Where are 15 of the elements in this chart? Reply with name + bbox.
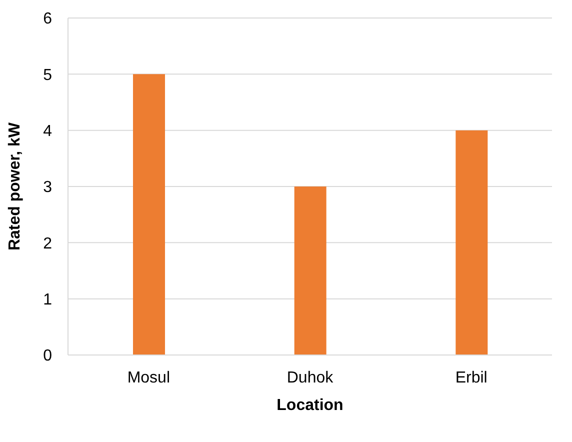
x-tick-label: Duhok (286, 369, 334, 386)
bar (294, 186, 326, 355)
y-axis-title: Rated power, kW (6, 122, 24, 251)
y-tick-label: 5 (43, 66, 52, 84)
y-tick-label: 0 (43, 348, 52, 365)
y-tick-label: 3 (43, 179, 52, 196)
bar (456, 130, 488, 355)
bar (133, 74, 165, 355)
y-tick-label: 1 (43, 292, 52, 309)
x-tick-label: Erbil (455, 369, 488, 386)
y-tick-label: 6 (43, 10, 52, 28)
x-tick-label: Mosul (127, 369, 170, 386)
x-axis-title: Location (276, 397, 344, 414)
y-tick-label: 2 (43, 235, 52, 252)
y-tick-label: 4 (43, 123, 52, 140)
